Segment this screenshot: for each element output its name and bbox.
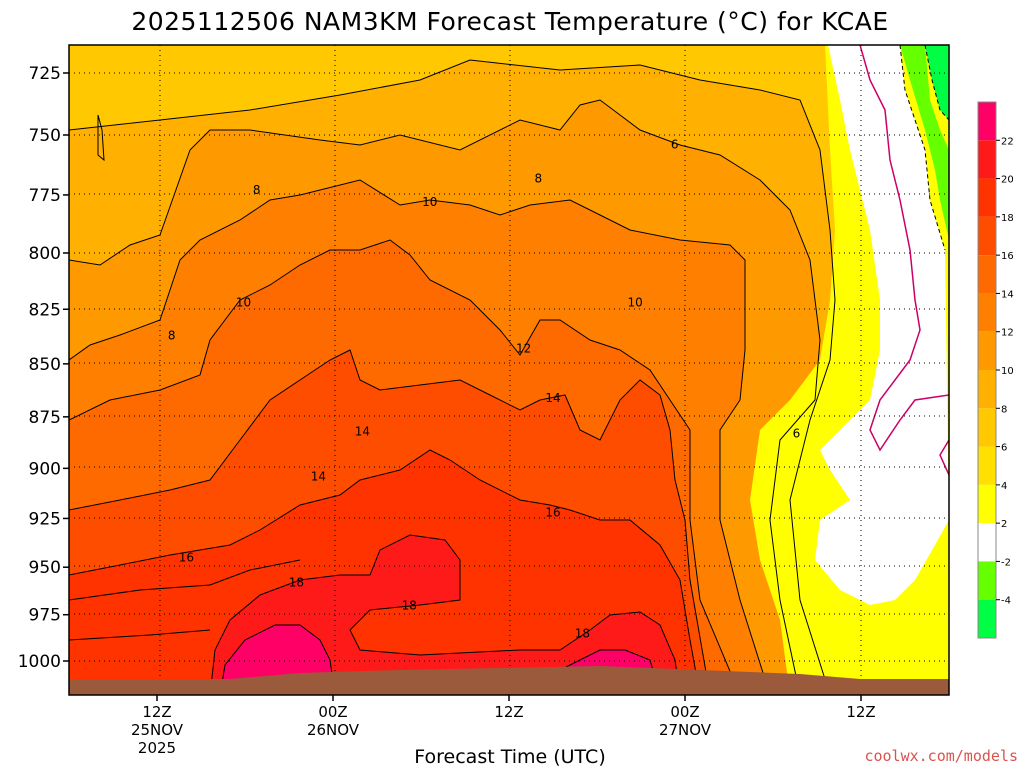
y-tick-label: 850 bbox=[29, 355, 61, 375]
colorbar-label: 18 bbox=[1001, 213, 1014, 224]
x-tick-label: 25NOV bbox=[131, 721, 184, 739]
y-tick-label: 725 bbox=[29, 64, 61, 84]
colorbar-label: -4 bbox=[1001, 596, 1011, 607]
colorbar-segment bbox=[978, 140, 996, 179]
contour-labels: 6 8 8 10 10 8 10 12 14 14 14 6 16 16 18 18 18 bbox=[168, 138, 800, 641]
contour-label: 14 bbox=[355, 424, 370, 438]
y-tick-label: 775 bbox=[29, 186, 61, 206]
x-axis-label: Forecast Time (UTC) bbox=[414, 746, 605, 768]
colorbar: 22 20 18 16 14 12 10 8 6 4 2 -2 -4 bbox=[977, 101, 1014, 639]
contour-label: 8 bbox=[168, 329, 176, 343]
colorbar-segment bbox=[978, 216, 996, 256]
grid-lines bbox=[69, 45, 949, 695]
y-tick-label: 800 bbox=[29, 244, 61, 264]
colorbar-segment bbox=[978, 599, 996, 638]
colorbar-label: 10 bbox=[1001, 366, 1014, 377]
x-tick-label: 27NOV bbox=[659, 721, 712, 739]
y-tick-label: 750 bbox=[29, 126, 61, 146]
colorbar-segment bbox=[978, 370, 996, 409]
ground-terrain bbox=[69, 679, 949, 695]
contour-label: 16 bbox=[545, 506, 560, 520]
credit-link[interactable]: coolwx.com/models bbox=[864, 747, 1018, 765]
contour-label: 18 bbox=[289, 576, 304, 590]
contour-label: 10 bbox=[422, 195, 437, 209]
contour-label: 6 bbox=[793, 426, 801, 440]
colorbar-label: 20 bbox=[1001, 175, 1014, 186]
contour-label: 10 bbox=[236, 296, 251, 310]
x-tick-label: 26NOV bbox=[307, 721, 360, 739]
colorbar-segment bbox=[978, 408, 996, 447]
contour-label: 18 bbox=[402, 598, 417, 612]
y-tick-label: 1000 bbox=[18, 652, 61, 672]
contour-label: 10 bbox=[627, 296, 642, 310]
colorbar-segment bbox=[978, 293, 996, 332]
colorbar-segment bbox=[978, 102, 996, 141]
colorbar-segment bbox=[978, 446, 996, 485]
x-tick-label: 2025 bbox=[138, 739, 176, 757]
y-tick-label: 825 bbox=[29, 300, 61, 320]
colorbar-segment bbox=[978, 523, 996, 562]
colorbar-label: 8 bbox=[1001, 404, 1007, 415]
colorbar-label: 6 bbox=[1001, 443, 1007, 454]
colorbar-label: -2 bbox=[1001, 557, 1011, 568]
colorbar-label: 2 bbox=[1001, 519, 1007, 530]
contour-label: 8 bbox=[535, 171, 543, 185]
contour-label: 8 bbox=[253, 183, 261, 197]
x-tick-label: 12Z bbox=[142, 703, 171, 721]
colorbar-label: 16 bbox=[1001, 251, 1014, 262]
x-tick-label: 12Z bbox=[494, 703, 523, 721]
x-tick-label: 00Z bbox=[318, 703, 347, 721]
colorbar-label: 14 bbox=[1001, 289, 1014, 300]
colorbar-segment bbox=[978, 484, 996, 524]
y-axis: 725 750 775 800 825 850 875 900 925 950 975 1000 bbox=[18, 64, 69, 672]
contour-label: 14 bbox=[545, 391, 560, 405]
temperature-field bbox=[69, 45, 949, 695]
colorbar-segment bbox=[978, 561, 996, 600]
colorbar-label: 22 bbox=[1001, 136, 1014, 147]
contour-label: 6 bbox=[671, 138, 679, 152]
y-tick-label: 875 bbox=[29, 408, 61, 428]
x-tick-label: 12Z bbox=[846, 703, 875, 721]
colorbar-segment bbox=[978, 178, 996, 217]
x-tick-label: 00Z bbox=[670, 703, 699, 721]
colorbar-segment bbox=[978, 255, 996, 294]
y-tick-label: 975 bbox=[29, 606, 61, 626]
contour-label: 14 bbox=[311, 469, 326, 483]
y-tick-label: 950 bbox=[29, 558, 61, 578]
y-tick-label: 900 bbox=[29, 459, 61, 479]
y-tick-label: 925 bbox=[29, 509, 61, 529]
contour-label: 18 bbox=[575, 626, 590, 640]
colorbar-label: 12 bbox=[1001, 328, 1014, 339]
contour-label: 16 bbox=[179, 551, 194, 565]
chart-title: 2025112506 NAM3KM Forecast Temperature (… bbox=[131, 7, 888, 36]
colorbar-segment bbox=[978, 331, 996, 370]
colorbar-label: 4 bbox=[1001, 481, 1007, 492]
contour-label: 12 bbox=[516, 342, 531, 356]
